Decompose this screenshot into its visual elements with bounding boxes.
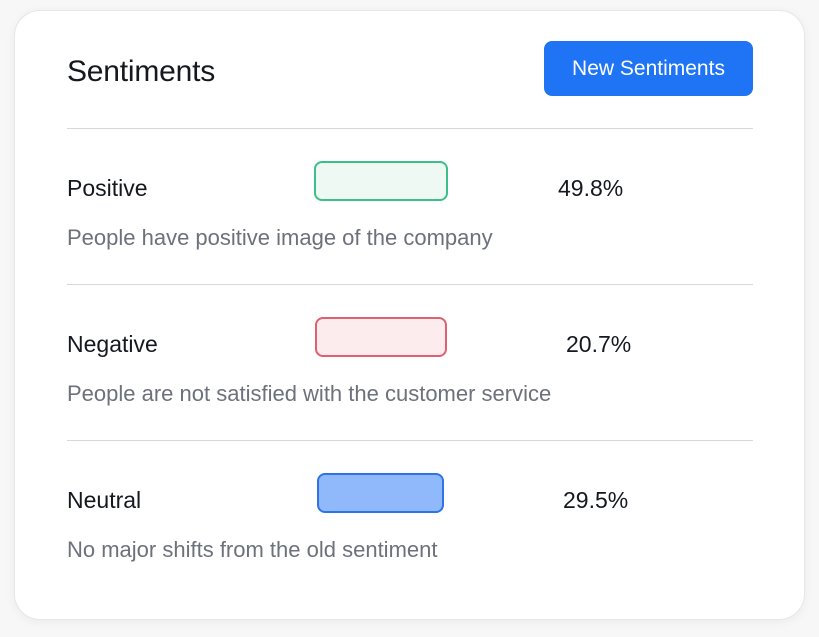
sentiment-percent: 20.7% — [566, 331, 632, 357]
sentiment-label: Neutral — [67, 487, 142, 513]
sentiment-label: Positive — [67, 175, 148, 201]
sentiment-percent: 49.8% — [558, 175, 624, 201]
sentiment-description: No major shifts from the old sentiment — [67, 537, 438, 562]
divider — [67, 284, 753, 285]
sentiment-percent: 29.5% — [563, 487, 629, 513]
sentiment-row-positive: Positive 49.8% People have positive imag… — [15, 161, 804, 295]
card-title: Sentiments — [67, 55, 216, 88]
divider — [67, 440, 753, 441]
sentiment-swatch-negative — [315, 317, 447, 357]
sentiment-row-neutral: Neutral 29.5% No major shifts from the o… — [15, 473, 804, 607]
sentiment-swatch-positive — [314, 161, 448, 201]
sentiment-description: People are not satisfied with the custom… — [67, 381, 552, 406]
sentiments-card: Sentiments New Sentiments Positive 49.8%… — [14, 10, 805, 620]
divider — [67, 128, 753, 129]
new-sentiments-button[interactable]: New Sentiments — [544, 41, 753, 96]
sentiment-label: Negative — [67, 331, 158, 357]
sentiment-description: People have positive image of the compan… — [67, 225, 493, 250]
sentiment-swatch-neutral — [317, 473, 444, 513]
sentiment-row-negative: Negative 20.7% People are not satisfied … — [15, 317, 804, 451]
